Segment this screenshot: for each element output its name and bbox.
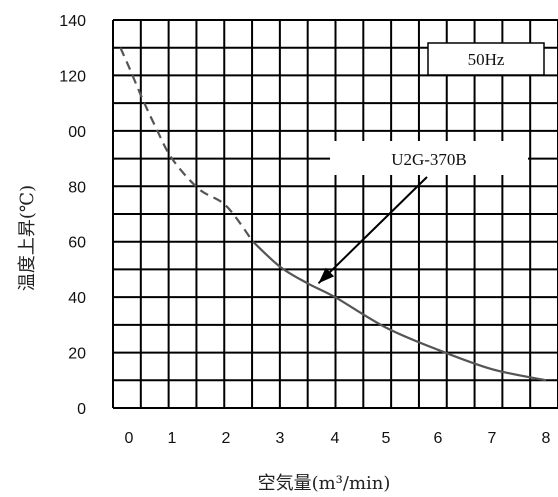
y-tick-label: 00	[68, 124, 86, 141]
y-tick-label: 140	[59, 13, 86, 30]
annotation-arrow-line	[317, 176, 428, 285]
y-tick-label: 0	[77, 401, 86, 418]
x-tick-labels: 0 1 2 3 4 5 6 7 8	[125, 430, 551, 447]
series-line-dashed	[119, 47, 254, 243]
legend-box-frame	[427, 42, 545, 76]
annotation-label: U2G-370B	[391, 150, 467, 169]
x-tick-label: 0	[125, 430, 134, 447]
x-tick-label: 2	[222, 430, 231, 447]
grid	[112, 19, 558, 409]
x-tick-label: 8	[542, 430, 551, 447]
annotation-arrow-head	[318, 267, 335, 284]
y-tick-label: 40	[68, 290, 86, 307]
y-tick-label: 80	[68, 179, 86, 196]
y-tick-labels: 0 20 40 60 80 00 120 140	[59, 13, 86, 418]
annotation-box	[330, 141, 528, 175]
y-axis-label: 温度上昇(℃)	[17, 185, 38, 291]
x-tick-label: 7	[488, 430, 497, 447]
x-axis-label: 空気量(m³/min)	[258, 473, 391, 494]
y-tick-label: 60	[68, 235, 86, 252]
x-tick-label: 5	[382, 430, 391, 447]
x-tick-label: 4	[331, 430, 340, 447]
annotation: U2G-370B	[330, 141, 528, 175]
legend-box: 50Hz	[427, 42, 545, 76]
x-tick-label: 1	[168, 430, 177, 447]
x-tick-label: 3	[276, 430, 285, 447]
y-tick-label: 120	[59, 68, 86, 85]
series-line-solid	[252, 240, 547, 382]
y-tick-label: 20	[68, 346, 86, 363]
curve-layer	[119, 47, 547, 382]
legend-box-label: 50Hz	[468, 50, 505, 69]
x-tick-label: 6	[434, 430, 443, 447]
